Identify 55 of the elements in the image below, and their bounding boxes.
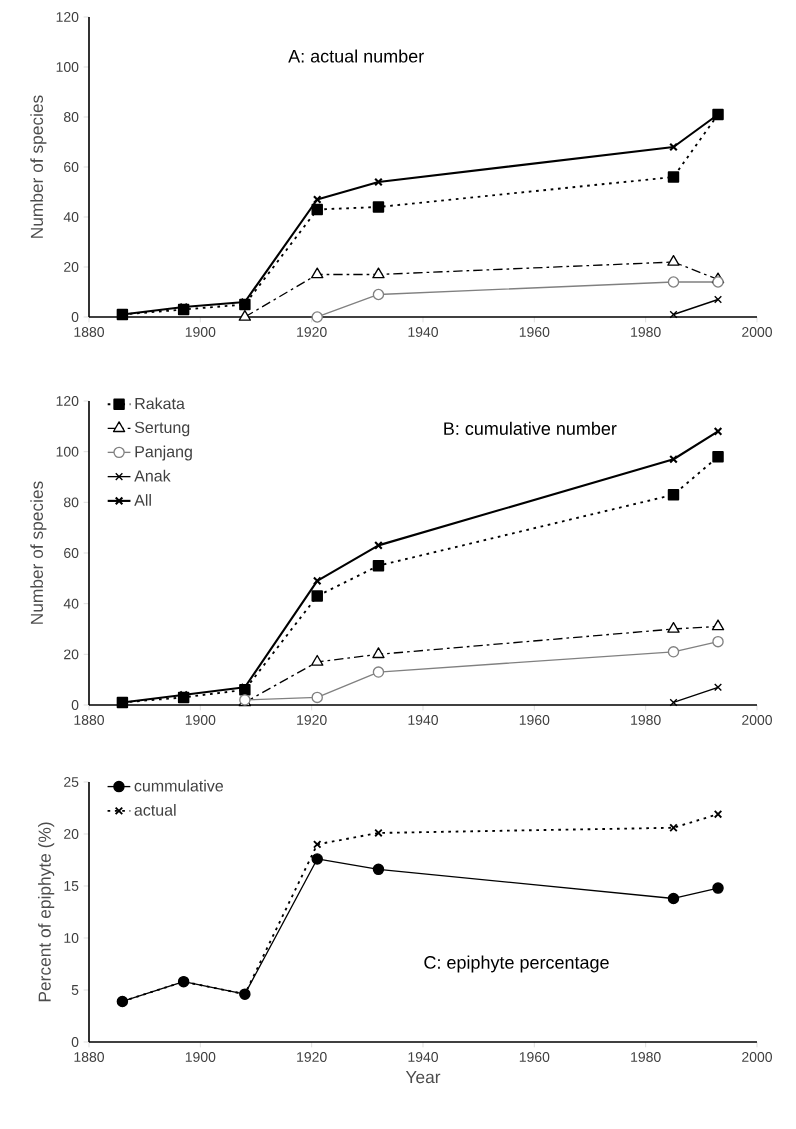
x-tick-label: 1940 bbox=[408, 1052, 439, 1062]
y-tick-label: 100 bbox=[56, 446, 79, 457]
legend-label: All bbox=[134, 494, 151, 506]
y-tick-label: 15 bbox=[64, 881, 79, 891]
y-tick-label: 80 bbox=[63, 112, 79, 122]
x-tick-label: 1900 bbox=[185, 1052, 216, 1062]
x-tick-label: 1920 bbox=[297, 1052, 327, 1062]
y-tick-label: 0 bbox=[71, 700, 79, 710]
x-tick-label: 2000 bbox=[742, 1052, 773, 1062]
x-axis-title: Year bbox=[405, 1071, 441, 1084]
y-tick-label: 20 bbox=[64, 649, 79, 660]
x-tick-label: 1980 bbox=[631, 1052, 661, 1062]
y-axis-title: Percent of epiphyte (%) bbox=[38, 822, 55, 1002]
y-axis-title: Number of species bbox=[30, 95, 47, 238]
y-tick-label: 25 bbox=[64, 777, 79, 787]
y-tick-label: 5 bbox=[71, 985, 79, 995]
text: C: epiphyte percentage bbox=[424, 955, 609, 973]
legend-label: cummulative bbox=[134, 779, 223, 792]
y-tick-label: 40 bbox=[63, 598, 79, 609]
y-tick-label: 100 bbox=[56, 62, 79, 72]
x-tick-label: 2000 bbox=[742, 327, 773, 337]
y-tick-label: 60 bbox=[64, 548, 79, 558]
x-tick-label: 1980 bbox=[631, 327, 661, 337]
x-tick-label: 1940 bbox=[408, 715, 439, 725]
text: A: actual number bbox=[288, 49, 424, 63]
x-tick-label: 1960 bbox=[519, 327, 550, 337]
x-tick-label: 1880 bbox=[74, 715, 105, 725]
x-tick-label: 1920 bbox=[297, 715, 327, 725]
y-tick-label: 20 bbox=[64, 262, 79, 272]
legend-label: Rakata bbox=[135, 397, 185, 410]
y-tick-label: 40 bbox=[63, 212, 79, 222]
x-tick-label: 1960 bbox=[519, 1052, 550, 1062]
x-tick-label: 1880 bbox=[74, 1052, 105, 1062]
y-tick-label: 0 bbox=[71, 312, 79, 322]
legend-label: Panjang bbox=[135, 445, 192, 461]
y-tick-label: 60 bbox=[64, 162, 79, 172]
x-tick-label: 2000 bbox=[742, 715, 773, 725]
y-tick-label: 80 bbox=[63, 497, 79, 508]
y-tick-label: 20 bbox=[64, 829, 79, 839]
y-tick-label: 0 bbox=[71, 1037, 79, 1047]
x-tick-label: 1900 bbox=[185, 327, 216, 337]
x-tick-label: 1980 bbox=[631, 715, 661, 725]
legend-label: Sertung bbox=[134, 421, 190, 437]
x-tick-label: 1920 bbox=[297, 327, 327, 337]
text: B: cumulative number bbox=[444, 421, 617, 435]
x-tick-label: 1900 bbox=[185, 715, 216, 725]
x-tick-label: 1940 bbox=[408, 327, 439, 337]
y-axis-title: Number of species bbox=[30, 481, 47, 624]
y-tick-label: 120 bbox=[56, 12, 79, 22]
legend-label: actual bbox=[134, 804, 176, 816]
y-tick-label: 120 bbox=[56, 396, 79, 406]
x-tick-label: 1960 bbox=[519, 715, 550, 725]
legend-label: Anak bbox=[134, 469, 171, 482]
y-tick-label: 10 bbox=[64, 933, 79, 943]
x-tick-label: 1880 bbox=[74, 327, 105, 337]
